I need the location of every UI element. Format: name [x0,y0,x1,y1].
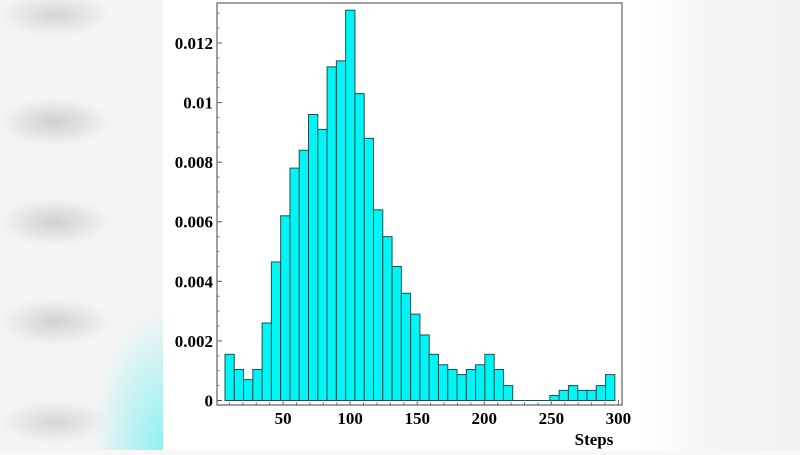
y-tick-label: 0.002 [175,332,213,351]
histogram-bar [224,353,235,402]
histogram-bar [289,167,300,401]
histogram-bar [447,369,458,401]
histogram-chart: 0 0.002 0.004 0.006 0.008 0.01 0.012 50 100 150 2… [175,2,632,449]
histogram-bar [549,394,560,402]
histogram-bar [354,93,365,401]
histogram-bar [567,385,579,402]
histogram-bar [502,385,514,402]
histogram-bar [475,364,486,401]
histogram-bar [437,364,449,401]
blurred-background-right [640,0,800,450]
histogram-bar [317,128,328,401]
y-tick-label: 0.01 [183,94,213,113]
x-tick-label: 100 [337,409,363,428]
histogram-bar [252,369,263,401]
histogram-bar [270,261,282,401]
histogram-bar [363,137,374,402]
chart-panel: 0 0.002 0.004 0.006 0.008 0.01 0.012 50 100 150 2… [163,0,640,450]
histogram-bar [308,114,319,401]
y-tick-label: 0.006 [175,213,213,232]
histogram-bar [373,209,384,401]
histogram-bar [428,353,439,402]
histogram-bar [456,374,467,401]
histogram-bar [595,385,607,402]
histogram-bar [577,389,588,401]
histogram-bar [484,353,495,402]
x-axis-label: Steps [575,430,614,449]
y-tick-label: 0.012 [175,34,213,53]
x-tick-label: 150 [404,409,430,428]
histogram-bar [298,149,310,401]
histogram-bar [465,369,477,401]
x-tick-label: 250 [539,409,565,428]
histogram-bar [410,313,421,402]
histogram-bar [280,215,291,401]
histogram-bar [391,265,402,401]
y-tick-label: 0.004 [175,272,214,291]
plot-frame [216,2,623,406]
histogram-bar [382,236,393,401]
histogram-bar [400,292,412,401]
histogram-bar [261,322,272,402]
histogram-bar [243,379,254,401]
histogram-bar [586,389,597,401]
histogram-bars [224,9,616,402]
x-axis: 50 100 150 200 250 300 [228,400,632,428]
histogram-bar [419,334,430,401]
histogram-bar [335,60,347,402]
x-tick-label: 300 [606,409,632,428]
histogram-bar [493,369,504,401]
histogram-bar [233,369,245,401]
histogram-bar [605,374,616,401]
blurred-background-left [0,0,163,450]
x-tick-label: 50 [275,409,292,428]
y-axis: 0 0.002 0.004 0.006 0.008 0.01 0.012 [175,12,222,411]
x-tick-label: 200 [472,409,498,428]
y-tick-label: 0 [205,392,214,411]
y-tick-label: 0.008 [175,153,213,172]
histogram-bar [326,66,337,402]
histogram-bar [345,9,356,401]
histogram-bar [558,389,569,401]
